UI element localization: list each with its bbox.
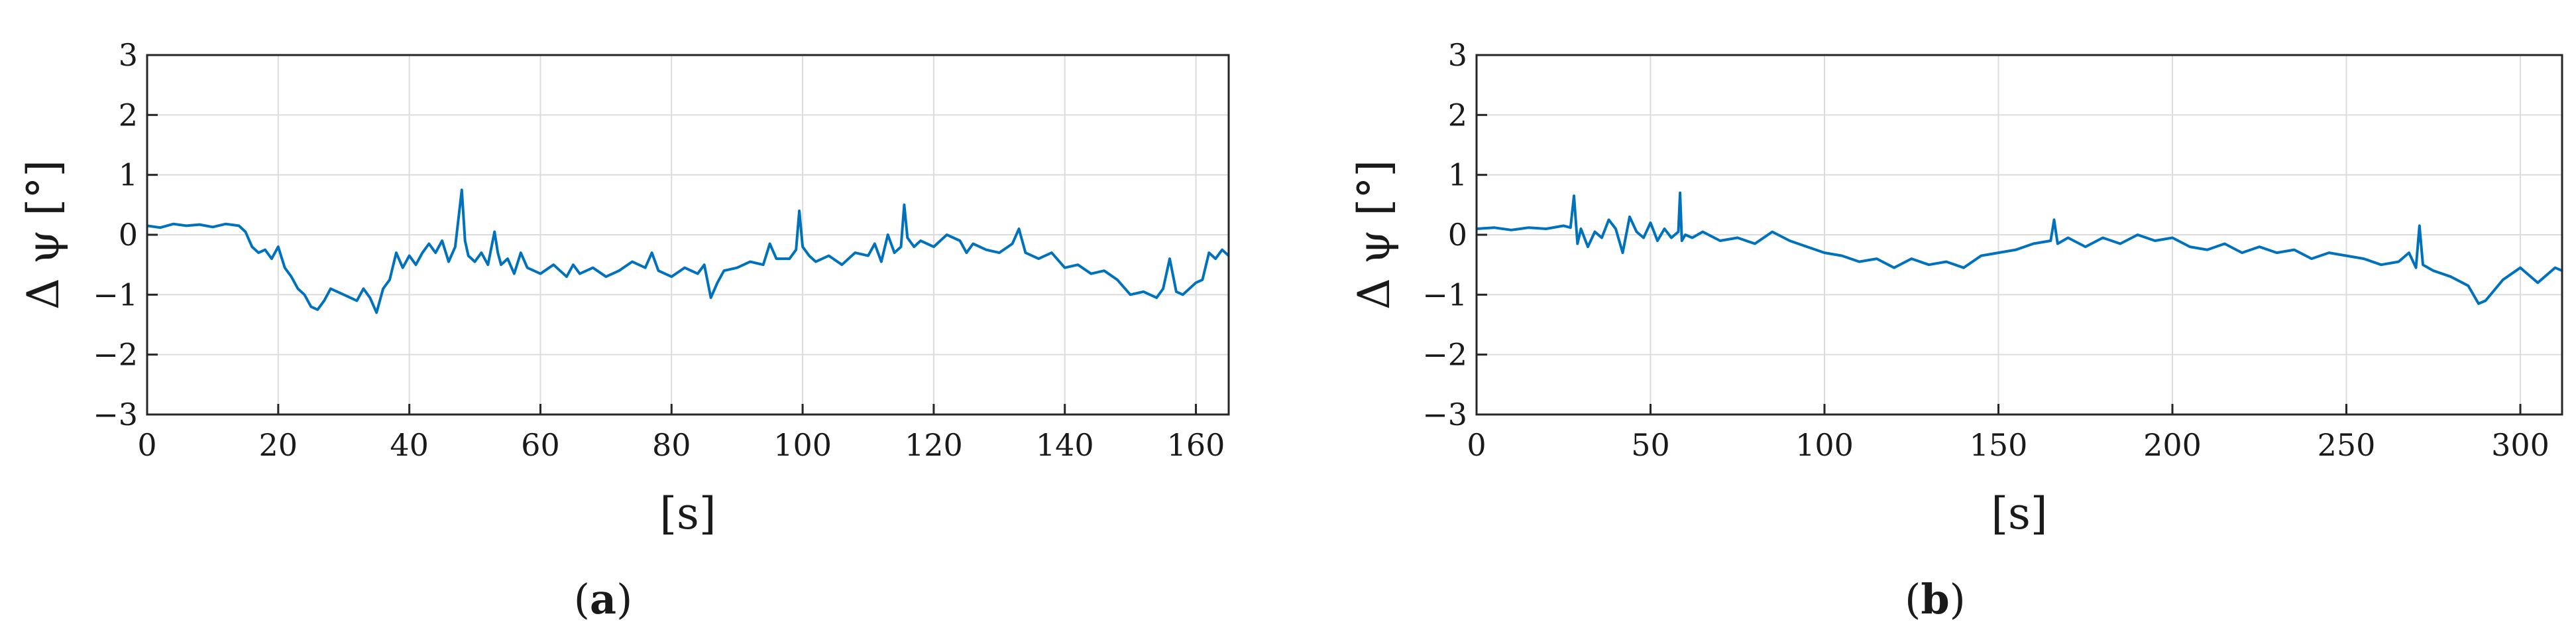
data-line-b	[1476, 191, 2563, 305]
y-tick-label: 1	[1448, 157, 1467, 193]
y-tick-labels-b: −3 −2 −1 0 1 2 3	[1422, 37, 1467, 432]
x-axis-label-b: [s]	[1991, 488, 2047, 539]
x-tick-label: 200	[2143, 427, 2202, 463]
x-axis-label-a: [s]	[659, 488, 716, 539]
grid-lines-a	[146, 54, 1229, 416]
y-tick-label: −3	[93, 397, 138, 432]
y-tick-label: 3	[119, 37, 138, 73]
y-axis-label-b: Δ ψ [°]	[1349, 160, 1400, 310]
x-tick-label: 0	[1467, 427, 1486, 463]
y-tick-labels-a: −3 −2 −1 0 1 2 3	[93, 37, 138, 432]
x-tick-label: 300	[2491, 427, 2549, 463]
x-tick-label: 100	[773, 427, 832, 463]
y-tick-label: −2	[1422, 337, 1467, 373]
chart-panel-a: −3 −2 −1 0 1 2 3 0 20 40 60 80 100 120 140 160 [s] Δ ψ…	[18, 37, 1230, 623]
y-tick-label: 0	[1448, 217, 1467, 253]
y-tick-label: 2	[1448, 97, 1467, 133]
plot-frame-b	[1475, 54, 2563, 416]
x-tick-label: 40	[390, 427, 429, 463]
y-tick-label: 2	[119, 97, 138, 133]
y-tick-label: −3	[1422, 397, 1467, 432]
x-tick-labels-a: 0 20 40 60 80 100 120 140 160	[137, 427, 1225, 463]
x-tick-label: 80	[652, 427, 691, 463]
y-tick-label: −1	[93, 277, 138, 312]
y-tick-label: 0	[119, 217, 138, 253]
x-tick-label: 100	[1795, 427, 1854, 463]
caption-b: (b)	[1905, 575, 1966, 623]
data-line-a	[146, 188, 1230, 314]
plot-frame-a	[146, 54, 1230, 416]
chart-panel-b: −3 −2 −1 0 1 2 3 0 50 100 150 200 250 300 [s] Δ ψ [°…	[1349, 37, 2563, 623]
x-tick-label: 120	[905, 427, 963, 463]
x-tick-label: 140	[1036, 427, 1094, 463]
y-tick-label: −1	[1422, 277, 1467, 312]
x-tick-label: 20	[259, 427, 298, 463]
x-tick-label: 50	[1631, 427, 1670, 463]
x-tick-label: 0	[137, 427, 156, 463]
x-tick-label: 250	[2318, 427, 2376, 463]
x-tick-label: 150	[1970, 427, 2028, 463]
x-tick-label: 60	[521, 427, 560, 463]
y-tick-label: −2	[93, 337, 138, 373]
y-tick-label: 1	[119, 157, 138, 193]
y-tick-label: 3	[1448, 37, 1467, 73]
y-axis-label-a: Δ ψ [°]	[18, 160, 69, 310]
caption-a: (a)	[574, 575, 633, 623]
x-tick-labels-b: 0 50 100 150 200 250 300	[1467, 427, 2549, 463]
x-tick-label: 160	[1167, 427, 1225, 463]
